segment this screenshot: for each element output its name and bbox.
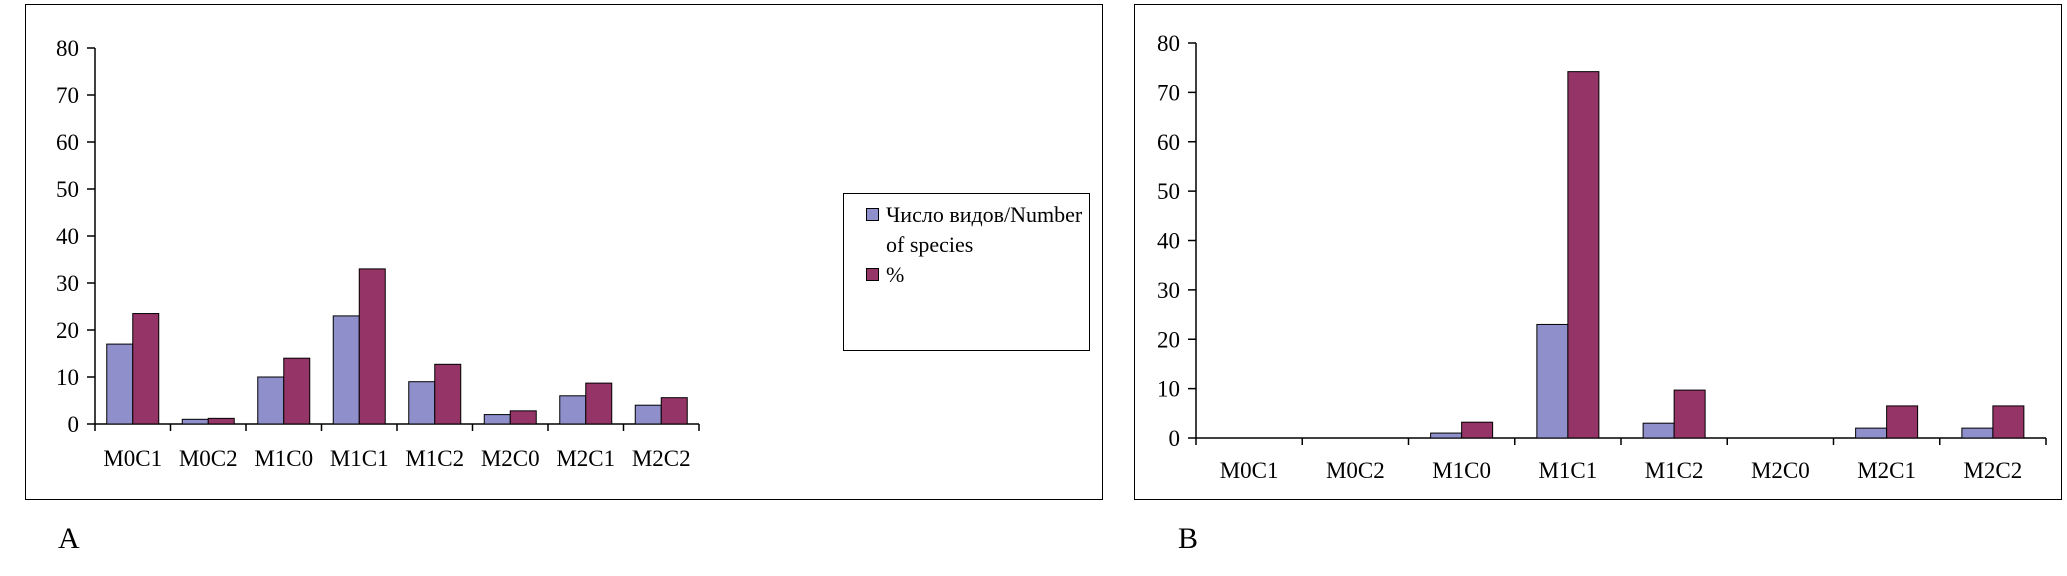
chart-a-x-tick-label: M0C1 bbox=[103, 446, 162, 471]
chart-b-y-tick-label: 30 bbox=[1157, 278, 1180, 303]
chart-b-y-tick-label: 50 bbox=[1157, 179, 1180, 204]
chart-b-bar-series2 bbox=[1992, 405, 2025, 439]
chart-b-y-tick-label: 40 bbox=[1157, 229, 1180, 254]
chart-a-y-tick-label: 10 bbox=[56, 365, 79, 390]
chart-a-bar-series1 bbox=[634, 404, 662, 425]
legend-label-series1: Число видов/Number of species bbox=[886, 202, 1083, 257]
chart-panel-b: 0 10 20 30 40 50 60 70 80 M0C1 M0C2 M1C0 M1C1 M1C2 M2C… bbox=[1134, 4, 2062, 500]
chart-a-bar-series2 bbox=[132, 313, 160, 425]
chart-a-bar-series1 bbox=[483, 414, 511, 425]
chart-b-x-tick-label: M0C1 bbox=[1220, 458, 1279, 483]
chart-b-bar-series2 bbox=[1673, 389, 1706, 439]
chart-b-bar-series1 bbox=[1642, 422, 1675, 439]
chart-legend: Число видов/Number of species % bbox=[843, 193, 1090, 351]
chart-a-plot: 0 10 20 30 40 50 60 70 80 M0C1 M0C2 M1C0 M1C1 M1C2 M2C… bbox=[56, 36, 700, 471]
chart-a-bar-series2 bbox=[358, 268, 386, 425]
chart-a-bar-series1 bbox=[559, 395, 587, 425]
chart-a-bar-series1 bbox=[257, 376, 285, 425]
chart-b-bar-series1 bbox=[1855, 427, 1888, 439]
legend-swatch-series2 bbox=[866, 268, 879, 281]
chart-b-bar-series2 bbox=[1886, 405, 1919, 439]
chart-a-bar-series2 bbox=[585, 382, 613, 425]
chart-b-bar-series2 bbox=[1461, 421, 1494, 439]
chart-b-bar-series1 bbox=[1430, 432, 1463, 439]
chart-b-y-tick-label: 80 bbox=[1157, 31, 1180, 56]
chart-b-x-tick-label: M1C1 bbox=[1538, 458, 1597, 483]
chart-b-bar-series1 bbox=[1961, 427, 1994, 439]
chart-b-x-tick-label: M2C0 bbox=[1751, 458, 1810, 483]
chart-a-x-tick-label: M2C1 bbox=[556, 446, 615, 471]
chart-a-y-tick-label: 40 bbox=[56, 224, 79, 249]
chart-b-x-tick-label: M1C0 bbox=[1432, 458, 1491, 483]
chart-b-bar-series1 bbox=[1536, 323, 1569, 439]
chart-b-bar-series2 bbox=[1567, 71, 1600, 439]
chart-a-y-tick-label: 20 bbox=[56, 318, 79, 343]
legend-entry-number-of-species: Число видов/Number of species bbox=[844, 200, 1089, 260]
chart-panel-a: 0 10 20 30 40 50 60 70 80 M0C1 M0C2 M1C0 M1C1 M1C2 M2C… bbox=[25, 4, 1103, 500]
chart-a-bar-series2 bbox=[434, 363, 462, 425]
chart-a-bar-series1 bbox=[106, 343, 134, 425]
chart-a-y-tick-label: 80 bbox=[56, 36, 79, 61]
chart-a-bar-series1 bbox=[408, 381, 436, 425]
chart-a-x-tick-label: M0C2 bbox=[179, 446, 238, 471]
legend-swatch-series1 bbox=[866, 208, 879, 221]
legend-label-series2: % bbox=[886, 262, 905, 287]
chart-a-x-tick-label: M2C2 bbox=[632, 446, 691, 471]
chart-a-bar-series2 bbox=[509, 410, 537, 425]
chart-a-y-tick-label: 30 bbox=[56, 271, 79, 296]
chart-a-bar-series1 bbox=[332, 315, 360, 425]
chart-a-bar-series1 bbox=[181, 418, 209, 425]
chart-b-y-tick-label: 20 bbox=[1157, 327, 1180, 352]
chart-a-bar-series2 bbox=[207, 417, 235, 425]
chart-a-y-tick-label: 0 bbox=[68, 412, 80, 437]
chart-b-y-tick-label: 60 bbox=[1157, 130, 1180, 155]
chart-a-bar-series2 bbox=[283, 357, 311, 425]
panel-label-b: B bbox=[1178, 522, 1199, 555]
chart-b-y-tick-label: 10 bbox=[1157, 377, 1180, 402]
chart-b-x-tick-label: M2C2 bbox=[1963, 458, 2022, 483]
chart-a-x-tick-label: M1C1 bbox=[330, 446, 389, 471]
panel-label-a: A bbox=[58, 522, 80, 555]
chart-a-bar-series2 bbox=[660, 397, 688, 425]
chart-b-y-tick-label: 70 bbox=[1157, 80, 1180, 105]
legend-entry-percent: % bbox=[844, 260, 1089, 290]
chart-b-y-tick-label: 0 bbox=[1169, 426, 1181, 451]
chart-a-x-tick-label: M1C0 bbox=[254, 446, 313, 471]
chart-b-x-tick-label: M1C2 bbox=[1645, 458, 1704, 483]
chart-a-y-tick-label: 70 bbox=[56, 83, 79, 108]
chart-a-x-tick-label: M2C0 bbox=[481, 446, 540, 471]
chart-b-x-tick-label: M2C1 bbox=[1857, 458, 1916, 483]
chart-b-plot: 0 10 20 30 40 50 60 70 80 M0C1 M0C2 M1C0 M1C1 M1C2 M2C… bbox=[1157, 31, 2047, 483]
chart-a-y-tick-label: 50 bbox=[56, 177, 79, 202]
chart-b-x-tick-label: M0C2 bbox=[1326, 458, 1385, 483]
chart-a-x-tick-label: M1C2 bbox=[405, 446, 464, 471]
chart-a-y-tick-label: 60 bbox=[56, 130, 79, 155]
